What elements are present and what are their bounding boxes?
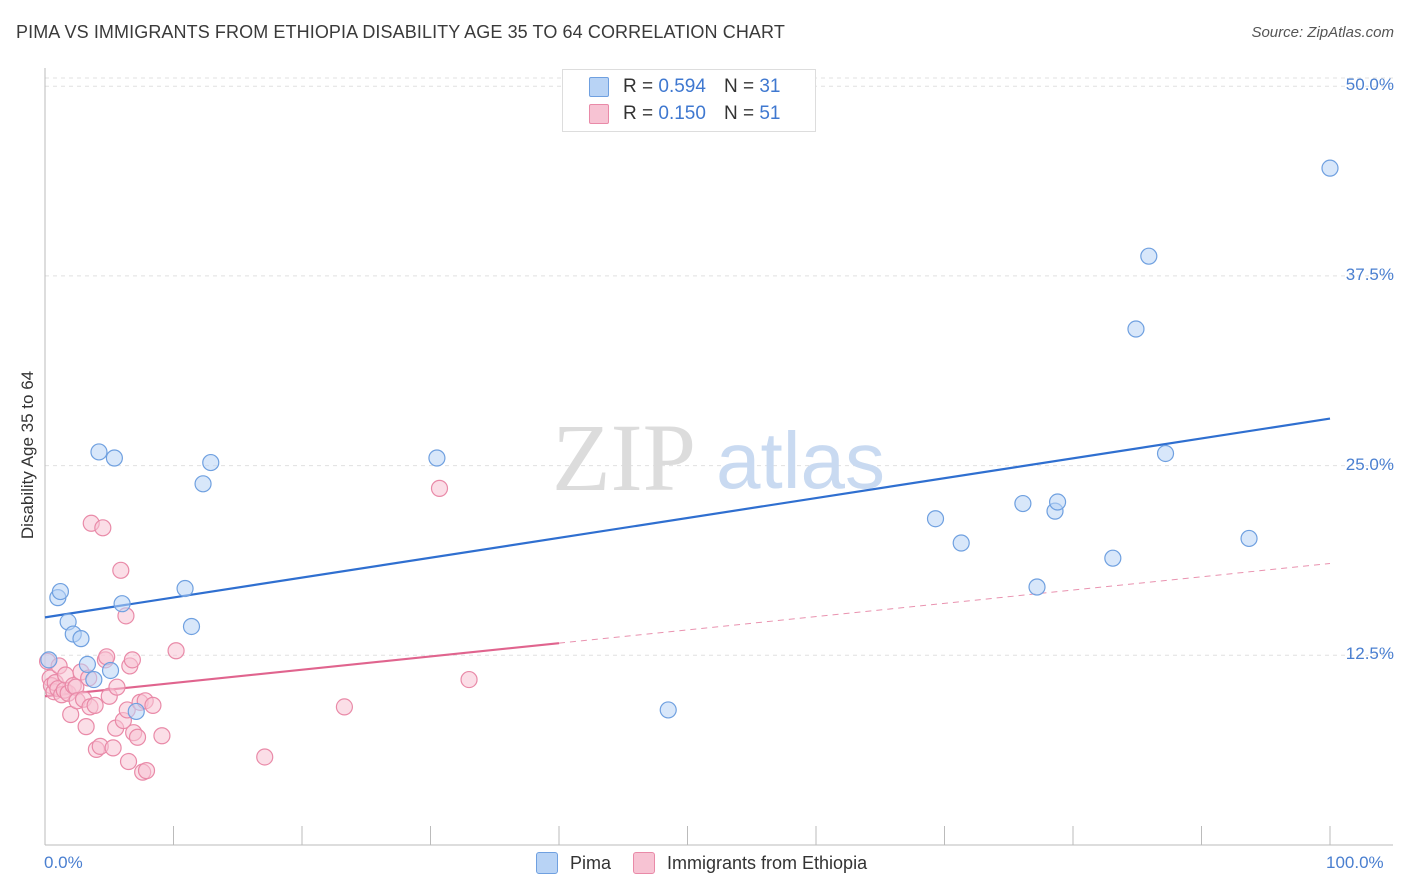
stats-legend: R = 0.594 N = 31 R = 0.150 N = 51 bbox=[562, 69, 816, 132]
legend-label: Immigrants from Ethiopia bbox=[667, 852, 868, 873]
ethiopia-point bbox=[144, 696, 162, 714]
ethiopia-point bbox=[94, 519, 112, 537]
pima-point bbox=[182, 617, 201, 636]
pima-point bbox=[101, 661, 120, 680]
pima-point bbox=[90, 443, 108, 461]
pima-point bbox=[659, 701, 677, 719]
pima-point bbox=[194, 475, 212, 493]
x-tick-label-min: 0.0% bbox=[44, 853, 83, 872]
pima-point bbox=[127, 702, 145, 721]
stats-legend-row-pima: R = 0.594 N = 31 bbox=[589, 75, 780, 99]
n-value: 31 bbox=[759, 76, 781, 97]
pima-point bbox=[1321, 159, 1339, 177]
ethiopia-legend-swatch bbox=[633, 852, 656, 874]
ethiopia-trend-extension bbox=[558, 562, 1331, 644]
n-label: N = bbox=[723, 103, 755, 124]
legend-item-ethiopia: Immigrants from Ethiopia bbox=[633, 852, 867, 874]
y-axis-label: Disability Age 35 to 64 bbox=[18, 370, 37, 540]
pima-point bbox=[1127, 320, 1145, 338]
ethiopia-point bbox=[119, 752, 138, 771]
series-legend: Pima Immigrants from Ethiopia bbox=[536, 852, 889, 874]
r-label: R = bbox=[623, 103, 654, 124]
ethiopia-point bbox=[256, 748, 274, 766]
pima-point bbox=[202, 453, 220, 472]
pima-point bbox=[428, 449, 446, 467]
ethiopia-swatch bbox=[589, 104, 609, 124]
chart-title: PIMA VS IMMIGRANTS FROM ETHIOPIA DISABIL… bbox=[16, 22, 785, 42]
stats-legend-row-ethiopia: R = 0.150 N = 51 bbox=[589, 102, 780, 126]
pima-point bbox=[85, 670, 103, 689]
ethiopia-point bbox=[335, 698, 354, 716]
trend-lines bbox=[44, 417, 1331, 698]
pima-point bbox=[51, 582, 70, 601]
y-tick-label: 25.0% bbox=[1345, 454, 1394, 474]
data-points bbox=[38, 159, 1339, 781]
pima-point bbox=[1240, 529, 1258, 548]
pima-point bbox=[952, 534, 970, 552]
y-tick-label: 37.5% bbox=[1345, 264, 1394, 284]
pima-legend-swatch bbox=[536, 852, 558, 874]
pima-point bbox=[1014, 494, 1032, 513]
ethiopia-point bbox=[77, 718, 95, 736]
watermark-zip: ZIP bbox=[552, 404, 696, 511]
pima-point bbox=[105, 449, 123, 467]
pima-point bbox=[40, 651, 58, 669]
ethiopia-point bbox=[112, 561, 130, 579]
pima-swatch bbox=[589, 77, 609, 97]
ethiopia-point bbox=[460, 670, 478, 689]
y-tick-label: 12.5% bbox=[1345, 644, 1394, 664]
pima-point bbox=[926, 510, 945, 528]
pima-point bbox=[78, 655, 97, 674]
ethiopia-trend-line bbox=[44, 642, 560, 698]
n-value: 51 bbox=[759, 103, 781, 124]
ethiopia-point bbox=[108, 678, 126, 696]
n-label: N = bbox=[723, 76, 755, 97]
r-label: R = bbox=[623, 76, 654, 97]
x-axis-ticks bbox=[44, 826, 1331, 845]
pima-point bbox=[176, 579, 194, 598]
r-value: 0.594 bbox=[658, 76, 706, 97]
ethiopia-point bbox=[167, 642, 185, 660]
pima-point bbox=[1156, 444, 1175, 463]
y-tick-label: 50.0% bbox=[1345, 75, 1394, 95]
ethiopia-point bbox=[123, 651, 141, 669]
pima-point bbox=[1104, 549, 1122, 567]
pima-point bbox=[1028, 578, 1046, 596]
legend-item-pima: Pima bbox=[536, 852, 611, 874]
pima-point bbox=[72, 630, 90, 648]
ethiopia-point bbox=[128, 728, 147, 746]
r-value: 0.150 bbox=[658, 103, 706, 124]
ethiopia-point bbox=[86, 696, 104, 714]
legend-label: Pima bbox=[570, 852, 612, 873]
ethiopia-point bbox=[104, 739, 122, 757]
x-tick-label-max: 100.0% bbox=[1326, 853, 1384, 872]
pima-point bbox=[1140, 247, 1158, 265]
pima-point bbox=[113, 595, 131, 613]
ethiopia-point bbox=[430, 479, 449, 497]
pima-point bbox=[1048, 493, 1067, 511]
ethiopia-point bbox=[153, 727, 171, 745]
source-label: Source: ZipAtlas.com bbox=[1251, 24, 1394, 41]
watermark-atlas: atlas bbox=[716, 416, 885, 505]
pima-trend-line bbox=[44, 417, 1331, 619]
ethiopia-point bbox=[137, 762, 156, 780]
gridlines bbox=[45, 77, 1393, 656]
